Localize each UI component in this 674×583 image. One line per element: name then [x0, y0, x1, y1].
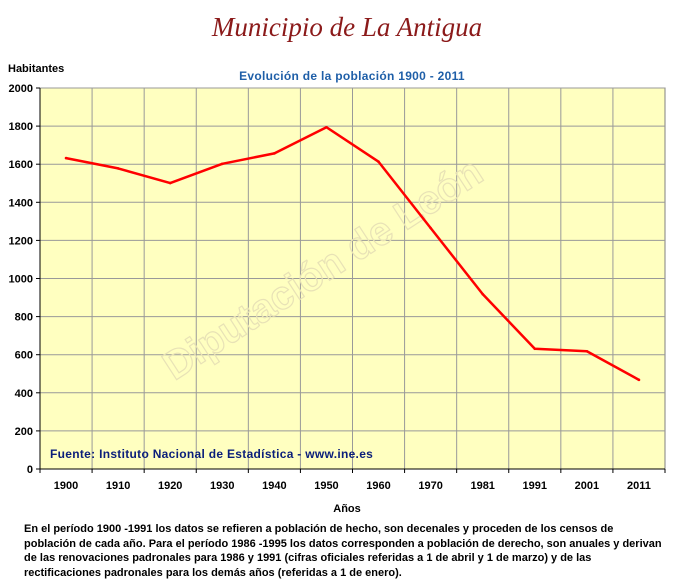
x-tick-label: 1970: [418, 480, 442, 492]
data-point: [325, 125, 328, 129]
x-tick-label: 1991: [523, 480, 547, 492]
data-point: [273, 152, 276, 155]
data-point: [585, 349, 589, 353]
data-point: [168, 181, 172, 185]
gridlines: [40, 87, 665, 469]
data-point: [533, 347, 537, 351]
y-tick-label: 1600: [9, 159, 33, 171]
chart-svg: Diputación de León 020040060080010001200…: [8, 63, 666, 515]
data-point: [377, 160, 380, 164]
y-tick-label: 2000: [9, 83, 33, 95]
data-point: [429, 226, 432, 230]
x-tick-label: 1910: [106, 480, 130, 492]
x-tick-label: 2011: [627, 480, 651, 492]
data-point: [64, 156, 68, 160]
source-note: Fuente: Instituto Nacional de Estadístic…: [50, 447, 373, 461]
y-tick-label: 1200: [9, 235, 33, 247]
data-point: [220, 162, 224, 166]
y-tick-label: 800: [15, 312, 33, 324]
chart-title: Evolución de la población 1900 - 2011: [239, 69, 465, 83]
x-tick-label: 1930: [210, 480, 234, 492]
page-title: Municipio de La Antigua: [211, 12, 483, 42]
y-tick-label: 400: [15, 388, 33, 400]
y-tick-label: 1400: [9, 197, 33, 209]
y-axis-label: Habitantes: [8, 63, 64, 75]
footnote: En el período 1900 -1991 los datos se re…: [24, 523, 662, 579]
series-line-path: [65, 125, 640, 381]
x-tick-label: 1900: [54, 480, 78, 492]
data-point: [116, 167, 120, 170]
y-tick-label: 200: [15, 426, 33, 438]
axes: 0 200 400 600 800 1000 1200 1400 1600 1800 2000 190…: [9, 83, 666, 492]
x-tick-label: 1920: [158, 480, 182, 492]
x-tick-label: 2001: [575, 480, 599, 492]
y-tick-label: 1000: [9, 274, 33, 286]
x-axis-label: Años: [333, 503, 361, 515]
y-tick-label: 1800: [9, 121, 33, 133]
x-tick-label: 1940: [262, 480, 286, 492]
data-point: [481, 292, 485, 296]
x-tick-label: 1960: [366, 480, 390, 492]
data-point: [637, 378, 641, 382]
x-tick-label: 1950: [314, 480, 338, 492]
series-line: [64, 125, 641, 382]
y-tick-label: 0: [27, 464, 33, 476]
x-tick-label: 1981: [470, 480, 494, 492]
y-tick-label: 600: [15, 350, 33, 362]
